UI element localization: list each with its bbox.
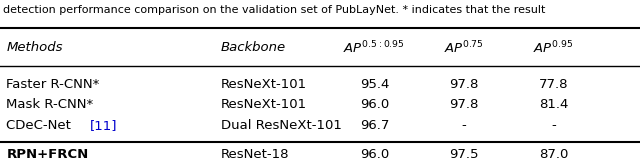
Text: -: - [461,119,467,132]
Text: 97.8: 97.8 [449,98,479,112]
Text: detection performance comparison on the validation set of PubLayNet. * indicates: detection performance comparison on the … [3,5,545,15]
Text: ResNet-18: ResNet-18 [221,148,289,161]
Text: 87.0: 87.0 [539,148,568,161]
Text: $AP^{0.95}$: $AP^{0.95}$ [533,40,574,56]
Text: Dual ResNeXt-101: Dual ResNeXt-101 [221,119,342,132]
Text: 96.0: 96.0 [360,148,389,161]
Text: 97.5: 97.5 [449,148,479,161]
Text: Methods: Methods [6,41,63,54]
Text: 97.8: 97.8 [449,78,479,91]
Text: 77.8: 77.8 [539,78,568,91]
Text: $AP^{0.5:0.95}$: $AP^{0.5:0.95}$ [344,40,405,56]
Text: [11]: [11] [90,119,117,132]
Text: 95.4: 95.4 [360,78,389,91]
Text: $AP^{0.75}$: $AP^{0.75}$ [444,40,484,56]
Text: -: - [551,119,556,132]
Text: RPN+FRCN: RPN+FRCN [6,148,89,161]
Text: ResNeXt-101: ResNeXt-101 [221,78,307,91]
Text: 96.7: 96.7 [360,119,389,132]
Text: Faster R-CNN*: Faster R-CNN* [6,78,100,91]
Text: ResNeXt-101: ResNeXt-101 [221,98,307,112]
Text: 81.4: 81.4 [539,98,568,112]
Text: Mask R-CNN*: Mask R-CNN* [6,98,93,112]
Text: Backbone: Backbone [221,41,286,54]
Text: CDeC-Net: CDeC-Net [6,119,76,132]
Text: 96.0: 96.0 [360,98,389,112]
